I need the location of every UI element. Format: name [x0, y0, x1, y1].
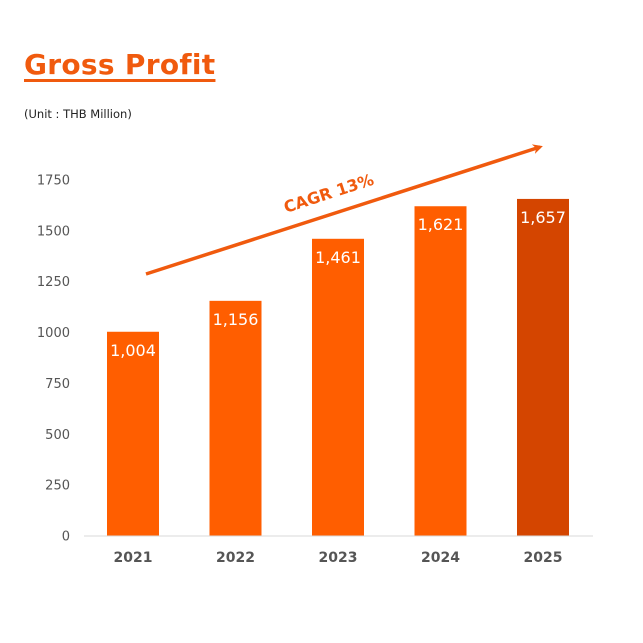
y-axis-ticks: 0 250 500 750 1000 1250 1500 1750	[37, 174, 70, 545]
y-tick-label: 0	[62, 530, 70, 545]
page-title: Gross Profit	[24, 48, 216, 81]
data-label: 1,156	[213, 310, 259, 329]
bars	[107, 198, 569, 536]
unit-label: (Unit : THB Million)	[24, 107, 132, 121]
cagr-annotation: CAGR 13%	[281, 170, 376, 217]
cagr-trend-arrow	[145, 144, 543, 276]
data-label: 1,621	[418, 215, 464, 234]
y-tick-label: 1000	[37, 326, 70, 341]
data-label: 1,004	[110, 341, 156, 360]
y-tick-label: 1500	[37, 224, 70, 239]
x-tick-label: 2025	[524, 550, 563, 566]
x-tick-label: 2022	[216, 550, 255, 566]
bar-2023	[312, 238, 364, 536]
x-tick-label: 2021	[114, 550, 153, 566]
bar-2025	[517, 198, 569, 536]
y-tick-label: 250	[45, 479, 70, 494]
data-label: 1,657	[520, 208, 566, 227]
y-tick-label: 1250	[37, 275, 70, 290]
x-axis-ticks: 2021 2022 2023 2024 2025	[114, 550, 563, 566]
data-label: 1,461	[315, 248, 361, 267]
data-labels: 1,004 1,156 1,461 1,621 1,657	[110, 208, 566, 360]
y-tick-label: 500	[45, 428, 70, 443]
bar-2021	[107, 331, 159, 536]
y-tick-label: 1750	[37, 174, 70, 189]
y-tick-label: 750	[45, 377, 70, 392]
bar-2022	[209, 300, 262, 536]
x-tick-label: 2023	[319, 550, 358, 566]
bar-2024	[414, 206, 467, 536]
x-tick-label: 2024	[421, 550, 460, 566]
